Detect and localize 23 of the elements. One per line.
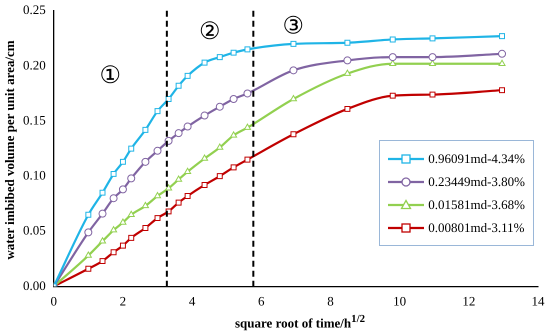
x-tick-label: 10 xyxy=(393,294,406,309)
legend-label: 0.23449md-3.80% xyxy=(428,174,525,190)
annotation: ③ xyxy=(282,14,304,40)
y-axis-title: water imbibed volume per unit area/cm xyxy=(2,40,18,260)
legend-label: 0.96091md-4.34% xyxy=(428,150,525,166)
y-tick-label: 0.20 xyxy=(23,57,46,72)
y-tick-label: 0.10 xyxy=(23,168,46,183)
x-tick-label: 8 xyxy=(327,294,334,309)
annotation: ① xyxy=(99,63,122,90)
y-tick-label: 0.25 xyxy=(23,2,46,18)
annotation: ② xyxy=(199,19,222,46)
legend-label: 0.01581md-3.68% xyxy=(428,196,525,212)
x-tick-label: 2 xyxy=(120,294,126,309)
x-tick-label: 0 xyxy=(50,294,57,309)
legend-label: 0.00801md-3.11% xyxy=(428,220,525,236)
x-axis-title: square root of time/h$^{1/2}$ xyxy=(235,313,365,332)
x-tick-label: 6 xyxy=(258,294,266,309)
y-tick-label: 0.15 xyxy=(23,112,46,128)
x-tick-label: 4 xyxy=(188,294,196,309)
x-tick-label: 14 xyxy=(532,294,545,309)
y-tick-label: 0.00 xyxy=(23,278,46,293)
x-tick-label: 12 xyxy=(462,294,476,309)
y-tick-label: 0.05 xyxy=(23,222,46,238)
